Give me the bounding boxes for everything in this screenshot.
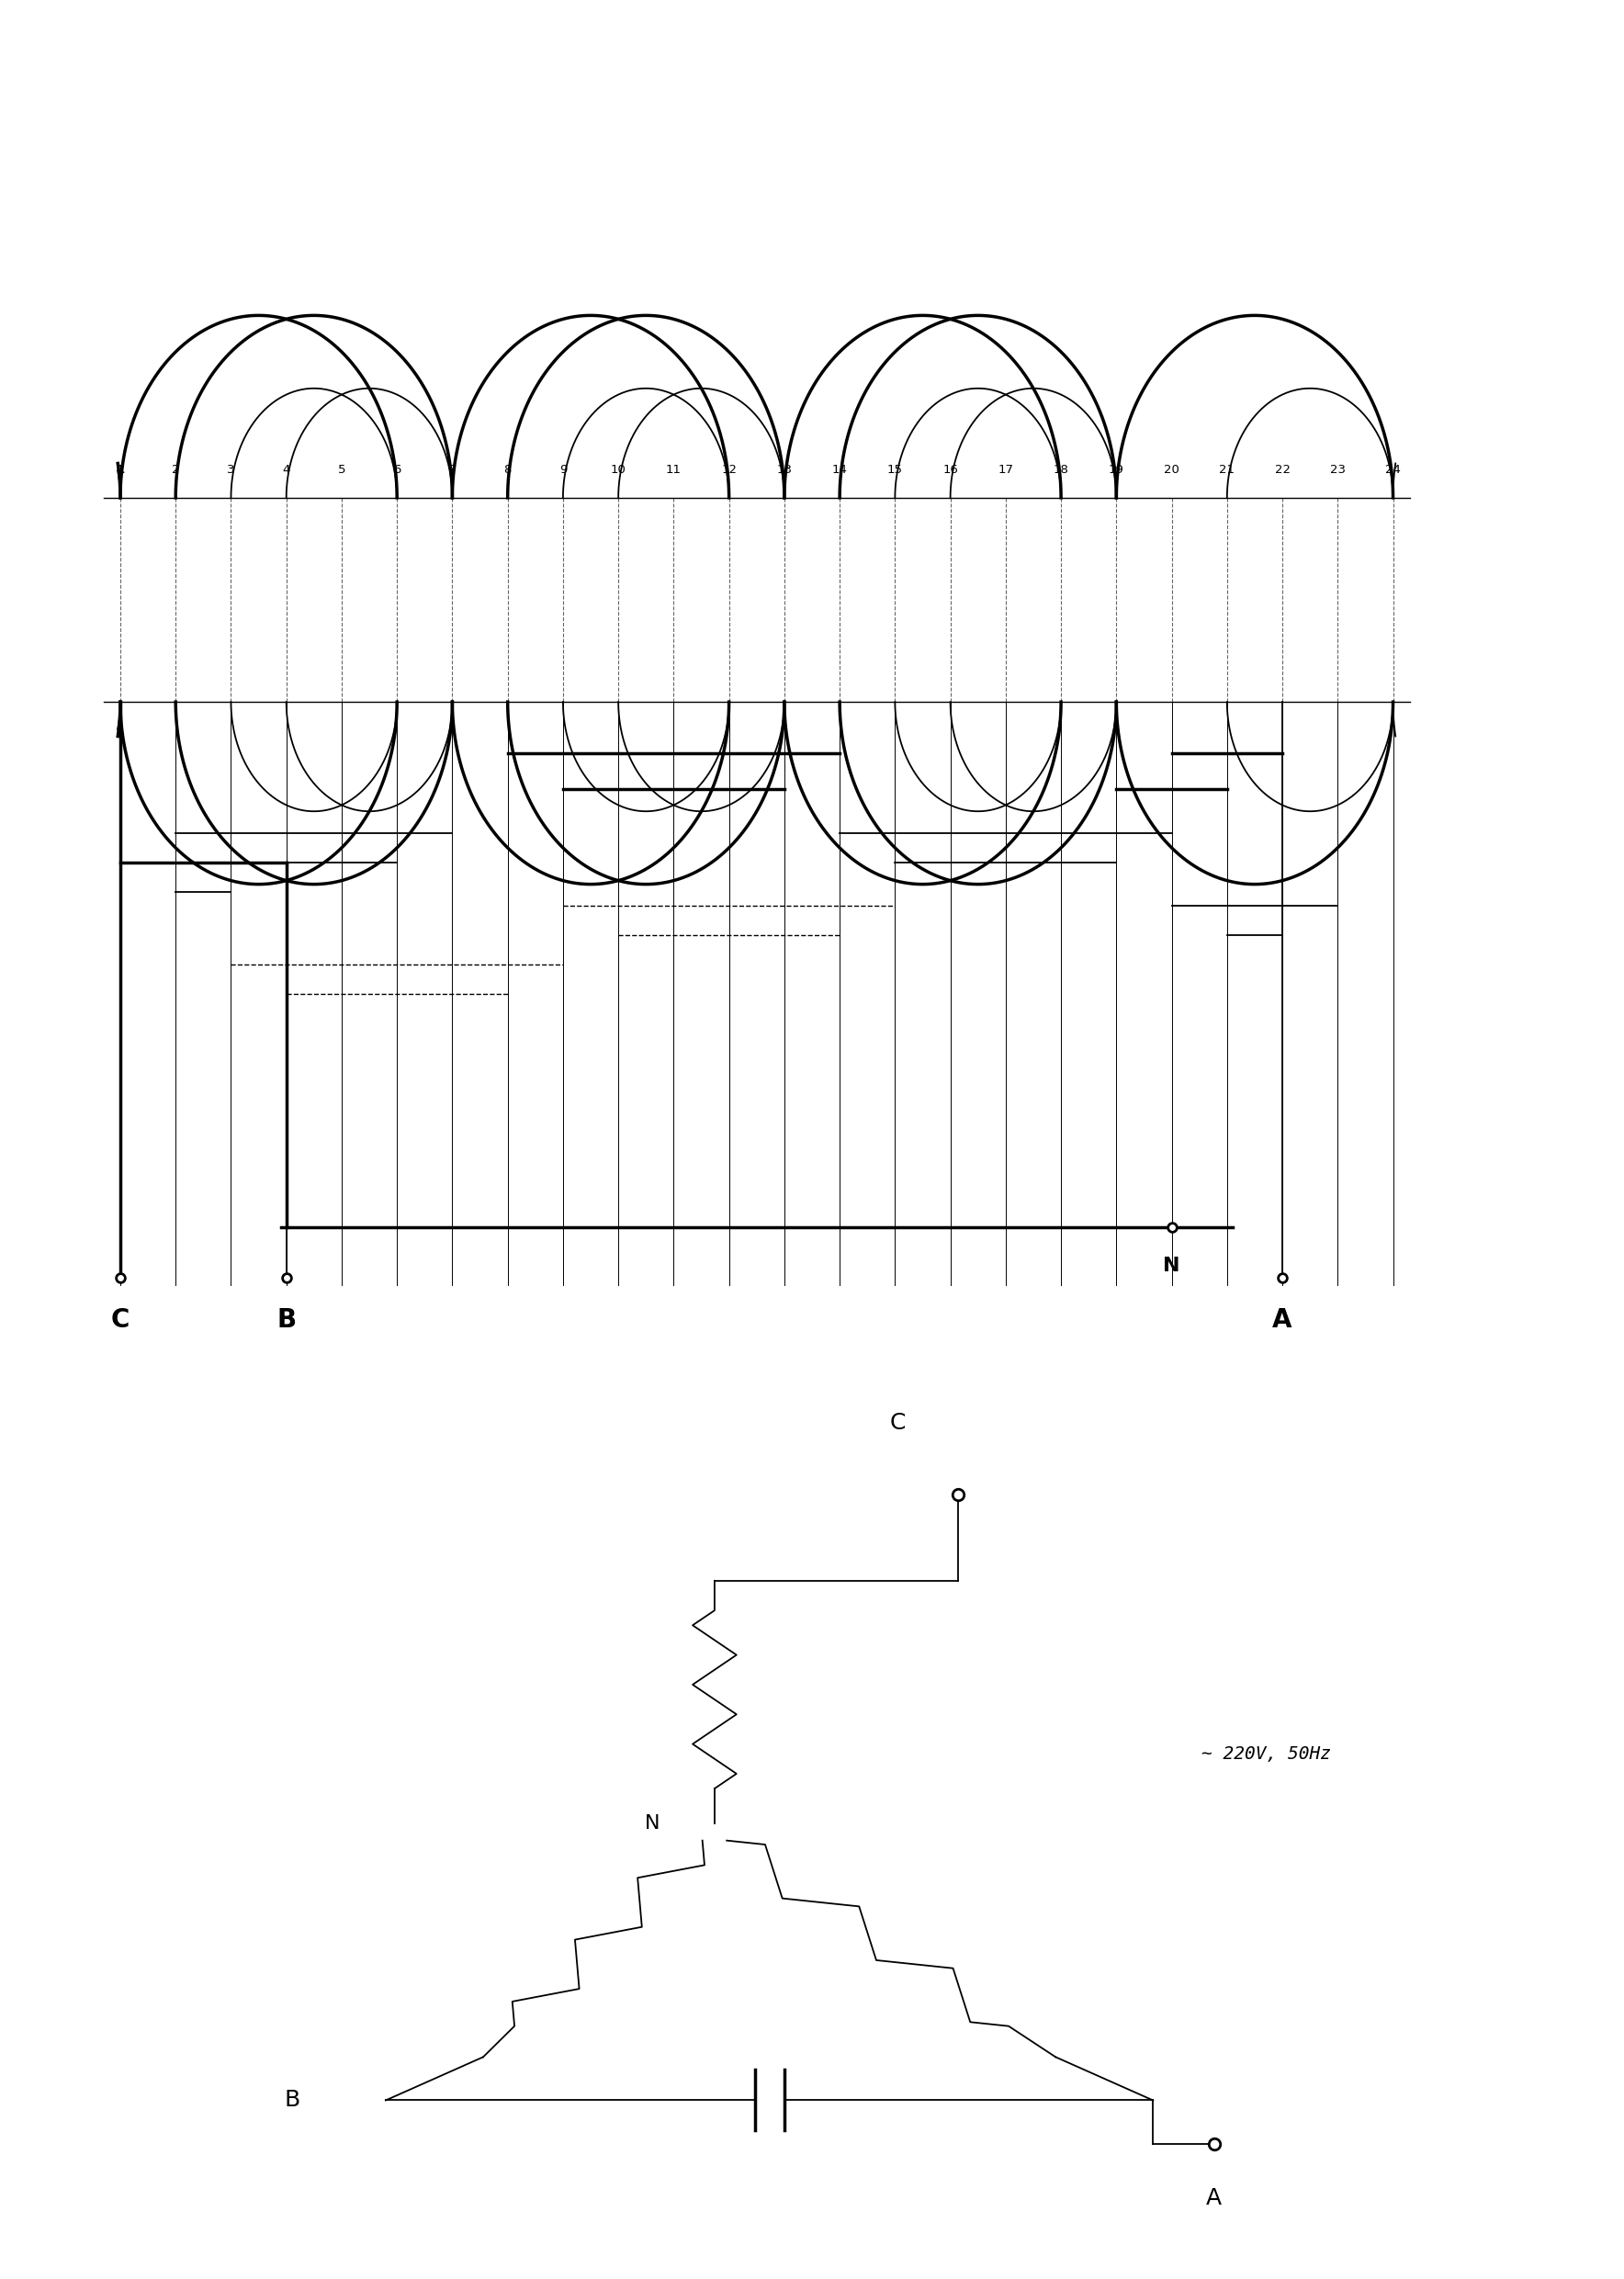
Text: 5: 5 bbox=[338, 465, 346, 476]
Text: 1: 1 bbox=[115, 465, 125, 476]
Text: 3: 3 bbox=[227, 465, 235, 476]
Text: 8: 8 bbox=[503, 465, 512, 476]
Text: 4: 4 bbox=[283, 465, 291, 476]
Text: 7: 7 bbox=[448, 465, 456, 476]
Text: 16: 16 bbox=[942, 465, 958, 476]
Text: C: C bbox=[890, 1411, 905, 1433]
Text: B: B bbox=[284, 2090, 300, 2110]
Text: 13: 13 bbox=[776, 465, 793, 476]
Text: 21: 21 bbox=[1220, 465, 1234, 476]
Text: 22: 22 bbox=[1275, 465, 1289, 476]
Text: 19: 19 bbox=[1109, 465, 1124, 476]
Text: A: A bbox=[1273, 1308, 1293, 1333]
Text: 18: 18 bbox=[1054, 465, 1069, 476]
Text: N: N bbox=[645, 1814, 659, 1832]
Text: C: C bbox=[110, 1308, 130, 1333]
Text: 24: 24 bbox=[1385, 465, 1402, 476]
Text: 2: 2 bbox=[172, 465, 180, 476]
Text: A: A bbox=[1207, 2188, 1221, 2208]
Text: ~ 220V, 50Hz: ~ 220V, 50Hz bbox=[1202, 1746, 1332, 1762]
Text: 23: 23 bbox=[1330, 465, 1346, 476]
Text: 9: 9 bbox=[559, 465, 567, 476]
Text: 12: 12 bbox=[721, 465, 737, 476]
Text: 17: 17 bbox=[997, 465, 1013, 476]
Text: 20: 20 bbox=[1164, 465, 1179, 476]
Text: 11: 11 bbox=[666, 465, 682, 476]
Text: 15: 15 bbox=[887, 465, 903, 476]
Text: 10: 10 bbox=[611, 465, 627, 476]
Text: 14: 14 bbox=[831, 465, 848, 476]
Text: B: B bbox=[276, 1308, 296, 1333]
Text: N: N bbox=[1163, 1256, 1181, 1274]
Text: 6: 6 bbox=[393, 465, 401, 476]
